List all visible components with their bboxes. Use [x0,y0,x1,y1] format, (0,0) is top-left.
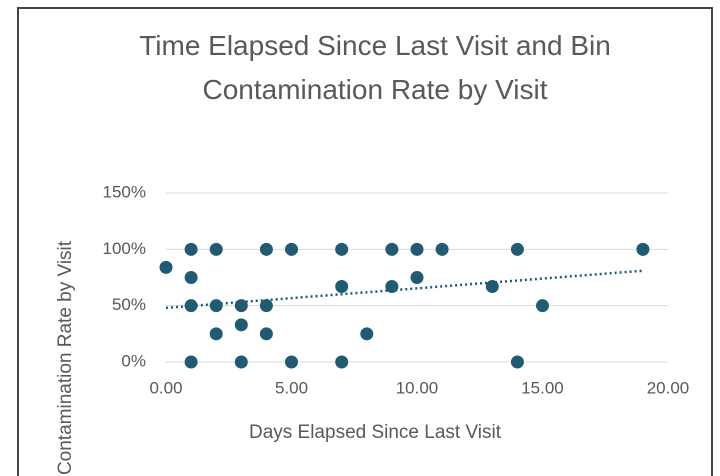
x-tick-label: 0.00 [149,378,182,397]
point [485,280,499,294]
point [184,355,198,369]
point [234,355,248,369]
point [259,327,273,341]
point [209,299,223,313]
point [209,242,223,256]
point [285,242,298,256]
x-tick-label: 10.00 [396,378,439,397]
chart-frame [17,7,713,476]
x-tick-label: 15.00 [521,378,564,397]
point [510,242,524,256]
point [259,299,273,313]
x-tick-label: 5.00 [275,378,308,397]
x-axis-label: Days Elapsed Since Last Visit [249,422,502,443]
chart-title: Time Elapsed Since Last Visit and Bin Co… [139,30,611,105]
point [234,318,248,332]
point [510,355,524,369]
point [209,327,223,341]
y-tick-label: 150% [103,182,146,201]
y-tick-label: 50% [112,295,146,314]
x-tick-label: 20.00 [647,378,690,397]
point [184,242,198,256]
point [385,242,399,256]
point [285,355,298,369]
point [159,260,173,274]
point [410,271,424,284]
point [435,242,449,256]
point [259,242,273,256]
y-tick-label: 100% [103,239,146,258]
point [184,271,198,284]
point [636,242,650,256]
point [360,327,374,341]
point [536,299,549,313]
point [385,280,399,294]
point [234,299,248,313]
y-tick-label: 0% [121,351,146,370]
point [335,280,349,294]
point [410,242,424,256]
y-axis-label: Contamination Rate by Visit [55,240,76,475]
point [335,355,349,369]
point [335,242,349,256]
point [184,299,198,313]
